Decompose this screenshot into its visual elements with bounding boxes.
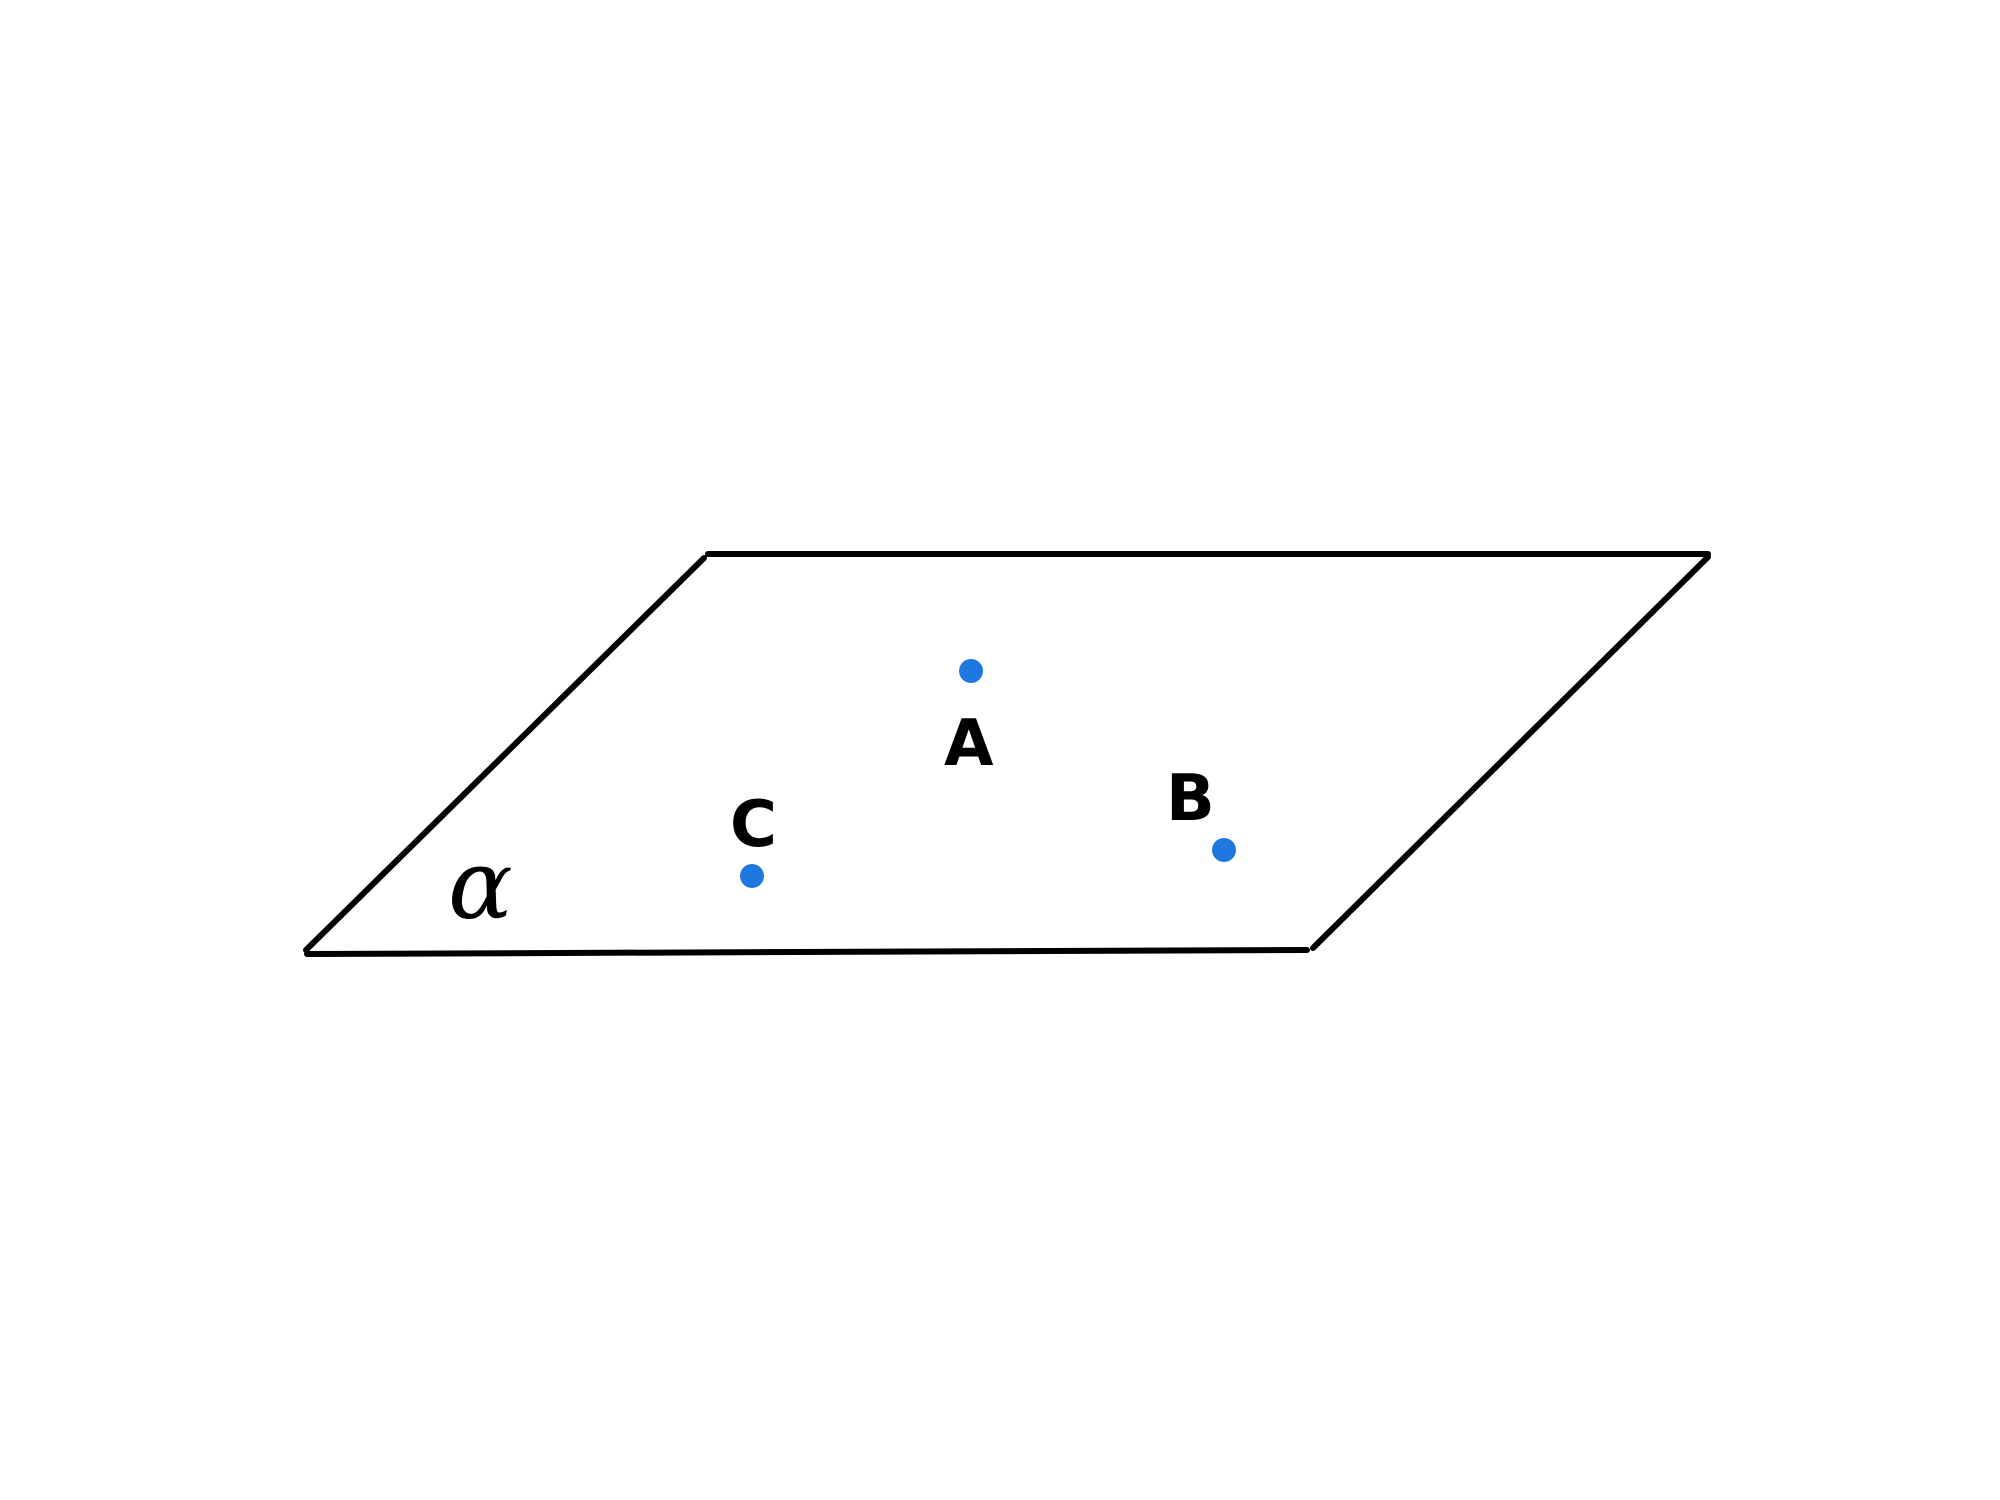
point-a-dot [959, 659, 983, 683]
point-b: B [1166, 762, 1236, 862]
plane-bottom-edge [304, 947, 1310, 957]
point-a: A [944, 659, 994, 781]
plane-alpha: α [303, 551, 1711, 957]
point-b-dot [1212, 838, 1236, 862]
point-c-dot [740, 864, 764, 888]
point-b-label: B [1166, 762, 1215, 836]
point-a-label: A [944, 707, 994, 781]
plane-left-edge [303, 555, 707, 953]
plane-right-edge [1310, 554, 1711, 951]
point-c-label: C [730, 788, 777, 862]
point-c: C [730, 788, 777, 888]
plane-label: α [448, 829, 513, 941]
